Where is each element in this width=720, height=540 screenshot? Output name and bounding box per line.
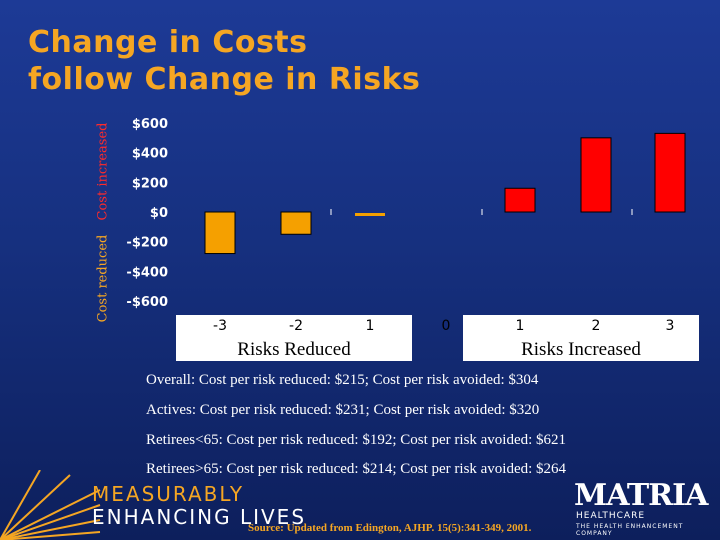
tagline-measurably: MEASURABLY: [92, 482, 245, 506]
note-retirees-over-65: Retirees>65: Cost per risk reduced: $214…: [146, 461, 567, 477]
risks-reduced-label: Risks Reduced: [237, 339, 351, 360]
title-line-1: Change in Costs: [28, 25, 308, 60]
x-category-labels: -3 -2 1 0 1 2 3: [213, 318, 674, 334]
x-tick-label: 1: [516, 318, 525, 334]
y-tick-labels: $600 $400 $200 $0 -$200 -$400 -$600: [126, 117, 168, 310]
risks-increased-label: Risks Increased: [521, 339, 641, 360]
bar-0: [204, 211, 236, 255]
y-tick-label: -$400: [126, 265, 168, 280]
bar-5: [580, 137, 612, 213]
y-tick-label: $200: [132, 176, 168, 191]
x-tick-label: 1: [366, 318, 375, 334]
y-tick-label: -$600: [126, 295, 168, 310]
matria-logo-tagline: THE HEALTH ENHANCEMENT COMPANY: [576, 523, 684, 537]
matria-logo: MATRIA: [574, 478, 708, 513]
y-gridlines: [330, 209, 633, 215]
bar-1: [280, 211, 312, 235]
bar-6: [654, 132, 686, 213]
note-overall: Overall: Cost per risk reduced: $215; Co…: [146, 372, 539, 388]
note-retirees-under-65: Retirees<65: Cost per risk reduced: $192…: [146, 432, 567, 448]
sunburst-logo-icon: [0, 470, 101, 540]
bar-4: [504, 187, 536, 213]
chart-bars: [204, 132, 686, 255]
risks-reduced-box: [176, 315, 412, 361]
slide-title: Change in Costs follow Change in Risks: [28, 24, 420, 98]
title-line-2: follow Change in Risks: [28, 62, 421, 97]
y-tick-label: $400: [132, 147, 168, 162]
x-tick-label: 0: [442, 318, 451, 334]
x-tick-label: -2: [289, 318, 303, 334]
y-tick-label: -$200: [126, 236, 168, 251]
source-citation: Source: Updated from Edington, AJHP. 15(…: [248, 522, 532, 534]
risks-increased-box: [463, 315, 699, 361]
x-tick-label: 3: [666, 318, 675, 334]
y-tick-label: $0: [150, 206, 168, 221]
tagline-enhancing-lives: ENHANCING LIVES: [92, 505, 307, 529]
note-actives: Actives: Cost per risk reduced: $231; Co…: [146, 402, 540, 418]
x-tick-label: 2: [592, 318, 601, 334]
y-tick-label: $600: [132, 117, 168, 132]
bar-2: [355, 213, 385, 216]
x-tick-label: -3: [213, 318, 227, 334]
matria-logo-sub: HEALTHCARE: [576, 511, 646, 521]
